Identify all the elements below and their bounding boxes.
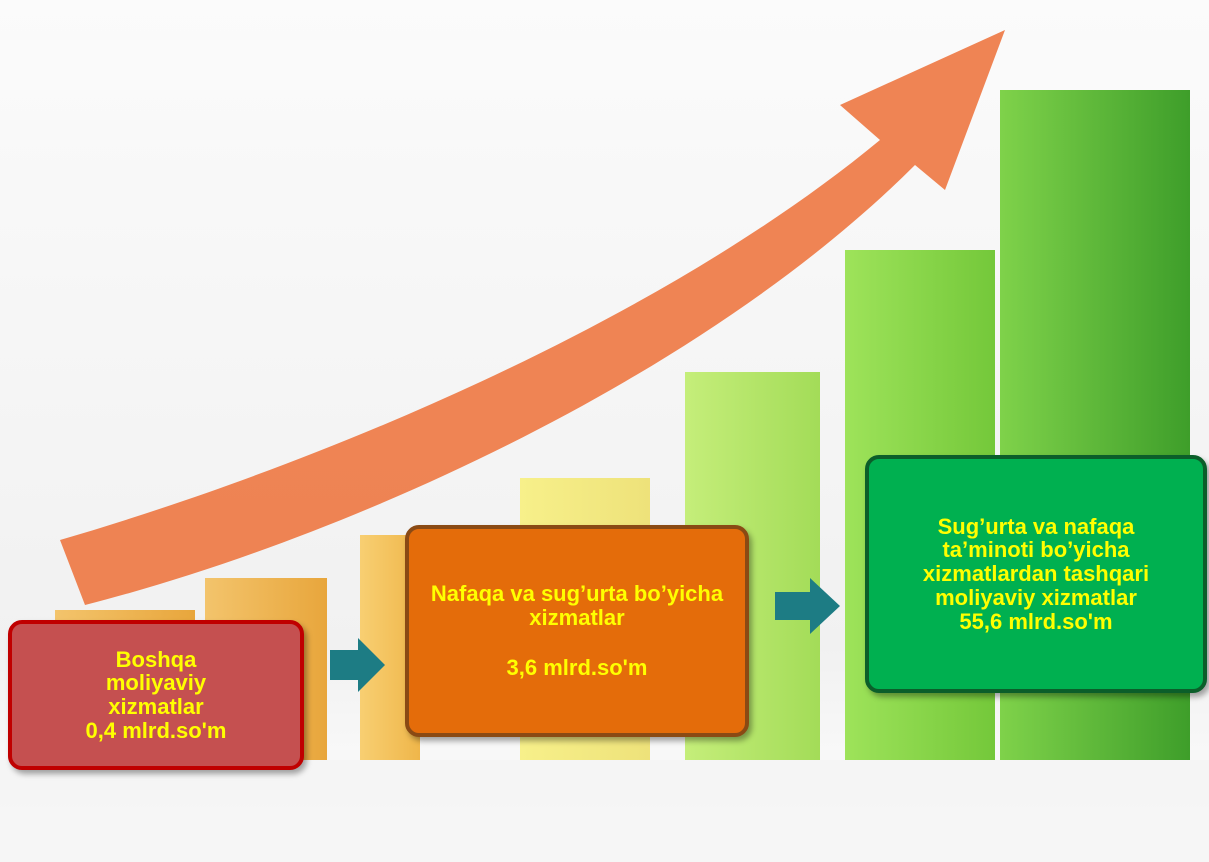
page: Boshqa moliyaviy xizmatlar 0,4 mlrd.so'm…	[0, 0, 1209, 862]
box-amount: 55,6 mlrd.so'm	[959, 610, 1112, 634]
box-label: Nafaqa va sug’urta bo’yicha xizmatlar	[427, 582, 727, 630]
info-box: Sug’urta va nafaqa ta’minoti bo’yicha xi…	[865, 455, 1207, 693]
box-label: Boshqa moliyaviy xizmatlar	[71, 648, 241, 719]
box-amount: 0,4 mlrd.so'm	[86, 719, 227, 743]
box-label: Sug’urta va nafaqa ta’minoti bo’yicha xi…	[914, 515, 1159, 610]
info-box: Boshqa moliyaviy xizmatlar 0,4 mlrd.so'm	[8, 620, 304, 770]
box-amount: 3,6 mlrd.so'm	[507, 656, 648, 680]
floor	[0, 760, 1209, 862]
info-box: Nafaqa va sug’urta bo’yicha xizmatlar 3,…	[405, 525, 749, 737]
